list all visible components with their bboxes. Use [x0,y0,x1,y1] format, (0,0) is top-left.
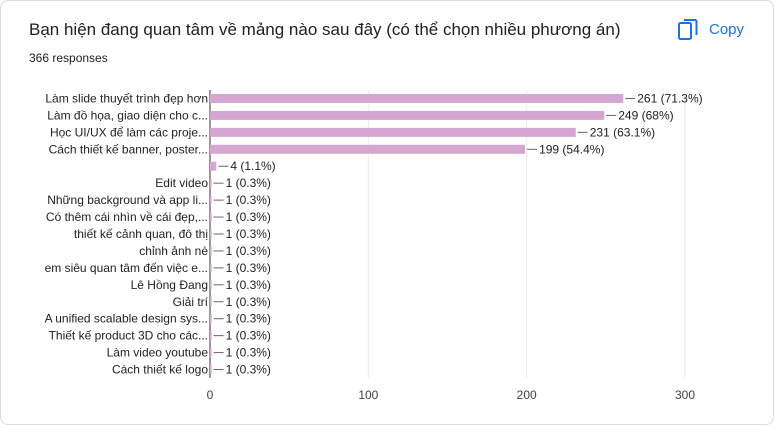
value-label: 1 (0.3%) [226,312,271,326]
category-label: Lê Hồng Đang [131,278,208,292]
bar [210,263,212,272]
value-label: 1 (0.3%) [226,363,271,377]
value-label: 1 (0.3%) [226,346,271,360]
category-label: Cách thiết kế logo [112,363,208,377]
x-tick-label: 300 [675,388,695,402]
category-label: Cách thiết kế banner, poster... [49,142,208,156]
x-tick-label: 0 [207,388,214,402]
value-label: 1 (0.3%) [226,210,271,224]
bar [210,246,212,255]
bar [210,111,604,120]
bar [210,230,212,239]
value-label: 231 (63.1%) [590,125,655,139]
value-label: 199 (54.4%) [539,142,604,156]
value-label: 1 (0.3%) [226,176,271,190]
category-label: Những background và app li... [47,193,208,207]
value-label: 1 (0.3%) [226,244,271,258]
bar [210,280,212,289]
bar [210,331,212,340]
category-label: A unified scalable design sys... [45,312,208,326]
category-label: Có thêm cái nhìn về cái đẹp,... [46,210,208,224]
category-label: Làm đồ họa, giao diện cho c... [47,108,208,122]
value-label: 1 (0.3%) [226,227,271,241]
value-label: 1 (0.3%) [226,261,271,275]
category-label: Thiết kế product 3D cho các... [49,329,208,343]
bar [210,348,212,357]
bar [210,196,212,205]
bar [210,94,623,103]
category-label: Giải trí [173,295,209,309]
bar [210,162,216,171]
bar [210,128,576,137]
value-label: 1 (0.3%) [226,329,271,343]
bar [210,145,525,154]
category-label: Edit video [155,176,208,190]
value-label: 1 (0.3%) [226,295,271,309]
value-label: 249 (68%) [618,108,673,122]
category-label: Làm slide thuyết trình đẹp hơn [45,91,208,105]
value-label: 1 (0.3%) [226,193,271,207]
category-label: Làm video youtube [107,346,209,360]
bar [210,314,212,323]
x-tick-label: 100 [358,388,378,402]
category-label: Học UI/UX để làm các proje... [50,125,208,139]
bar [210,365,212,374]
value-label: 261 (71.3%) [637,91,702,105]
category-label: thiết kế cảnh quan, đô thị [74,227,208,241]
bar [210,179,212,188]
value-label: 4 (1.1%) [230,159,275,173]
bar [210,213,212,222]
category-label: em siêu quan tâm đến việc e... [45,261,208,275]
x-tick-label: 200 [517,388,537,402]
value-label: 1 (0.3%) [226,278,271,292]
category-label: chỉnh ảnh nè [139,244,208,258]
bar [210,297,212,306]
